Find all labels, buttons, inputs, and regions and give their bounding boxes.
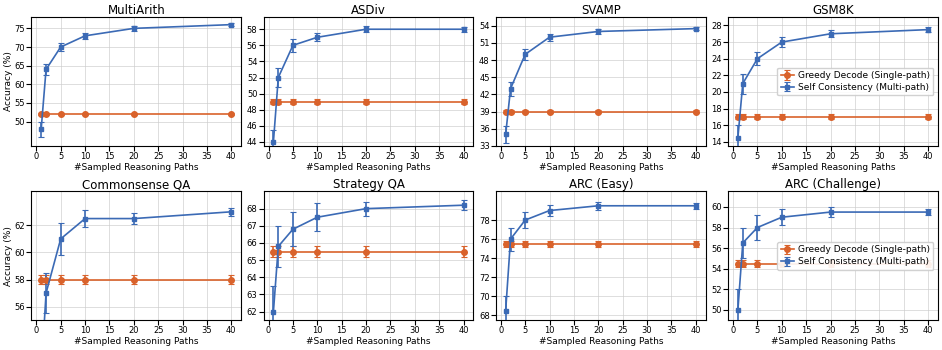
X-axis label: #Sampled Reasoning Paths: #Sampled Reasoning Paths	[306, 162, 430, 172]
X-axis label: #Sampled Reasoning Paths: #Sampled Reasoning Paths	[539, 337, 663, 346]
Title: GSM8K: GSM8K	[812, 4, 853, 17]
Legend: Greedy Decode (Single-path), Self Consistency (Multi-path): Greedy Decode (Single-path), Self Consis…	[777, 68, 934, 96]
Title: Strategy QA: Strategy QA	[333, 178, 404, 191]
Y-axis label: Accuracy (%): Accuracy (%)	[4, 51, 13, 111]
X-axis label: #Sampled Reasoning Paths: #Sampled Reasoning Paths	[74, 337, 199, 346]
X-axis label: #Sampled Reasoning Paths: #Sampled Reasoning Paths	[771, 337, 895, 346]
Title: ARC (Easy): ARC (Easy)	[569, 178, 633, 191]
X-axis label: #Sampled Reasoning Paths: #Sampled Reasoning Paths	[74, 162, 199, 172]
Legend: Greedy Decode (Single-path), Self Consistency (Multi-path): Greedy Decode (Single-path), Self Consis…	[777, 242, 934, 270]
X-axis label: #Sampled Reasoning Paths: #Sampled Reasoning Paths	[771, 162, 895, 172]
Y-axis label: Accuracy (%): Accuracy (%)	[4, 226, 13, 286]
Title: SVAMP: SVAMP	[581, 4, 621, 17]
X-axis label: #Sampled Reasoning Paths: #Sampled Reasoning Paths	[539, 162, 663, 172]
Title: ASDiv: ASDiv	[351, 4, 386, 17]
X-axis label: #Sampled Reasoning Paths: #Sampled Reasoning Paths	[306, 337, 430, 346]
Title: ARC (Challenge): ARC (Challenge)	[785, 178, 881, 191]
Title: Commonsense QA: Commonsense QA	[82, 178, 190, 191]
Title: MultiArith: MultiArith	[107, 4, 165, 17]
